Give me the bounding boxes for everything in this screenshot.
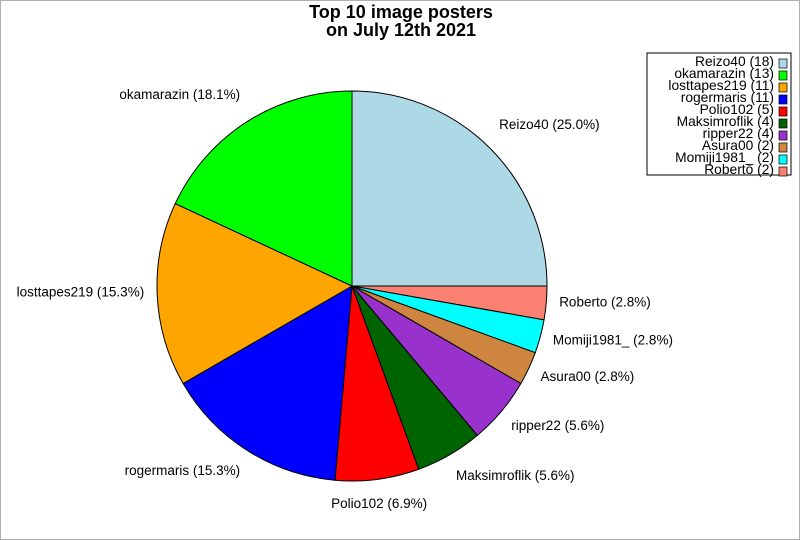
svg-text:rogermaris (15.3%): rogermaris (15.3%) [125, 463, 241, 478]
svg-text:Robertō (2): Robertō (2) [704, 162, 774, 177]
svg-text:Maksimroflik (5.6%): Maksimroflik (5.6%) [456, 468, 575, 483]
svg-text:on July 12th 2021: on July 12th 2021 [326, 20, 476, 40]
svg-text:Roberto (2.8%): Roberto (2.8%) [559, 294, 651, 309]
svg-text:Momiji1981_ (2.8%): Momiji1981_ (2.8%) [553, 333, 673, 348]
svg-text:Polio102 (6.9%): Polio102 (6.9%) [331, 496, 427, 511]
svg-text:Asura00 (2.8%): Asura00 (2.8%) [541, 369, 635, 384]
svg-text:okamarazin (18.1%): okamarazin (18.1%) [119, 87, 240, 102]
svg-text:Reizo40 (25.0%): Reizo40 (25.0%) [499, 117, 600, 132]
svg-text:losttapes219 (15.3%): losttapes219 (15.3%) [17, 285, 145, 300]
svg-text:Top 10 image posters: Top 10 image posters [309, 2, 493, 22]
svg-text:ripper22 (5.6%): ripper22 (5.6%) [511, 418, 604, 433]
